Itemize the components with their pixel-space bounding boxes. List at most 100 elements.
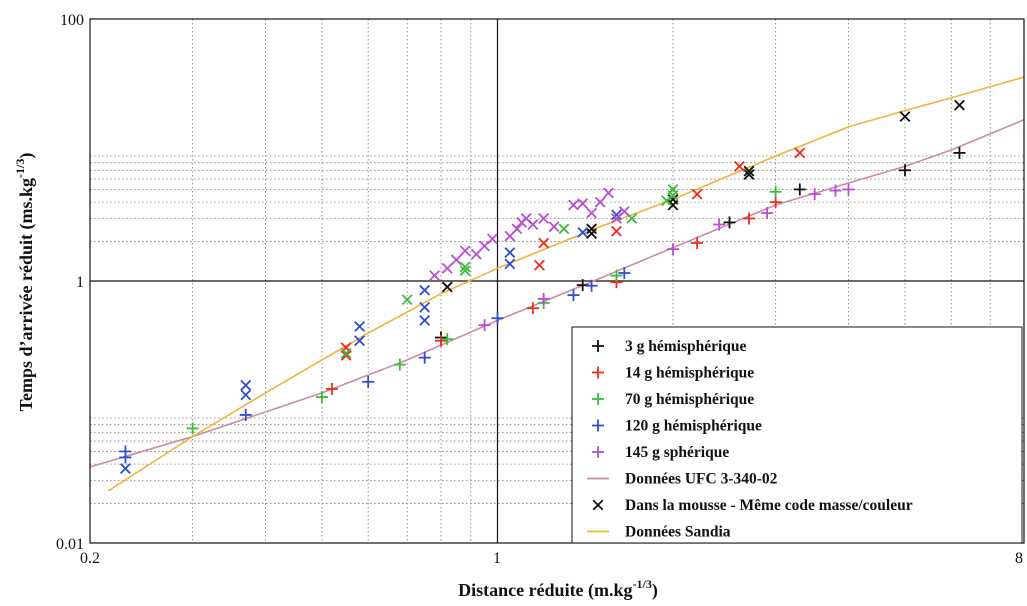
data-point-9 [577,198,589,210]
data-point-9 [450,254,462,266]
data-point-6 [533,259,545,271]
data-point-9 [441,262,453,274]
legend-swatch-4 [592,446,604,458]
data-point-2 [315,391,328,404]
y-axis-label-main: Temps d’arrivée réduit (ms.kg [16,178,37,411]
data-point-4 [808,188,821,201]
data-point-5 [586,223,598,235]
data-point-4 [829,184,842,197]
data-point-9 [618,205,630,217]
y-axis-label: Temps d’arrivée réduit (ms.kg-1/3) [13,153,37,412]
data-point-9 [527,219,539,230]
data-point-2 [441,333,454,346]
data-point-1 [691,237,704,250]
data-point-6 [538,237,550,249]
data-point-3 [418,351,431,364]
data-point-3 [567,289,580,302]
data-point-8 [419,284,431,296]
curve-line-1 [107,76,1025,492]
data-point-1 [526,302,539,315]
data-point-4 [761,207,774,220]
data-point-9 [470,248,482,260]
data-point-8 [240,389,252,401]
data-point-3 [119,445,132,458]
legend-label-5: Données UFC 3-340-02 [625,471,778,488]
data-point-7 [667,183,679,195]
data-point-7 [459,261,471,273]
data-point-6 [340,350,352,361]
data-marks [119,99,966,475]
data-point-7 [558,223,570,235]
data-point-9 [486,233,498,245]
x-axis-label: Distance réduite (m.kg-1/3) [458,577,658,601]
data-point-0 [793,183,806,196]
data-point-1 [742,212,755,225]
plot-frame [89,18,1025,544]
curves [89,76,1025,492]
y-tick-label-100: 100 [60,12,84,29]
data-point-8 [240,379,252,391]
y-tick-label-0.01: 0.01 [56,536,84,553]
data-point-8 [419,301,431,313]
curve-line-0 [89,119,1025,468]
data-point-4 [666,243,679,256]
legend-label-6: Dans la mousse - Même code masse/couleur [625,497,913,514]
data-point-9 [538,213,550,224]
legend-swatch-0 [592,340,604,352]
data-point-9 [548,221,560,233]
data-point-3 [618,267,631,280]
data-point-4 [842,183,855,196]
data-point-0 [898,164,911,177]
x-tick-label-8: 8 [1015,550,1023,567]
data-point-1 [435,334,448,347]
x-axis-label-main: Distance réduite (m.kg [458,580,632,601]
data-point-1 [325,382,338,395]
data-point-9 [594,196,606,208]
data-point-9 [511,223,523,235]
legend-label-0: 3 g hémisphérique [625,338,747,355]
data-point-3 [491,312,504,325]
data-point-4 [478,319,491,332]
data-point-7 [340,347,352,359]
y-tick-label-1: 1 [76,274,84,291]
data-point-8 [354,335,366,347]
data-point-9 [586,207,598,219]
data-point-6 [691,188,703,200]
x-tick-label-0.2: 0.2 [80,550,100,567]
data-point-2 [186,422,199,435]
data-point-8 [119,463,131,475]
y-axis-label-sup: -1/3 [13,159,27,178]
data-point-1 [769,196,782,209]
data-point-6 [733,160,745,172]
data-point-5 [667,193,679,205]
data-point-3 [362,375,375,388]
legend-label-7: Données Sandia [625,524,731,541]
legend: 3 g hémisphérique 14 g hémisphérique 70 g … [571,326,1023,544]
data-point-9 [459,245,471,257]
legend-swatch-6 [592,499,604,511]
data-point-9 [568,199,579,211]
data-point-6 [611,225,622,237]
data-point-5 [954,99,965,111]
x-axis-label-close: ) [652,580,658,601]
legend-swatch-1 [592,366,604,379]
legend-label-2: 70 g hémisphérique [625,391,754,408]
legend-label-1: 14 g hémisphérique [625,365,754,382]
data-point-9 [603,187,614,199]
data-point-8 [504,247,516,258]
x-tick-label-1: 1 [493,550,501,567]
data-point-8 [577,226,589,238]
data-point-2 [393,358,406,371]
data-point-3 [585,279,598,292]
legend-label-3: 120 g hémisphérique [625,418,762,435]
data-point-0 [953,146,966,159]
legend-label-4: 145 g sphérique [625,444,729,461]
data-point-7 [661,195,673,207]
data-point-5 [586,228,598,240]
data-point-5 [743,169,755,180]
data-point-8 [504,258,516,270]
data-point-7 [401,294,413,306]
data-point-5 [743,165,755,177]
data-point-8 [419,314,431,326]
